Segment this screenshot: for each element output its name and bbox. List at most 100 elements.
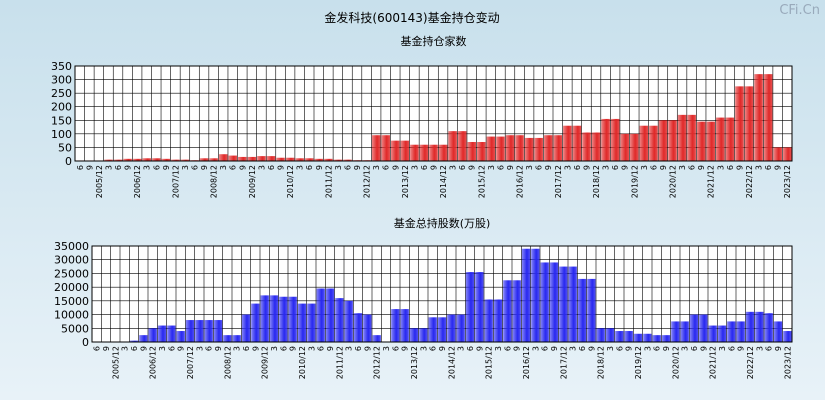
x-tick-label: 6 xyxy=(343,165,352,170)
bar xyxy=(727,321,736,342)
x-tick-label: 9 xyxy=(506,165,515,170)
bar xyxy=(610,118,620,161)
x-tick-label: 6 xyxy=(653,346,662,351)
x-tick-label: 3 xyxy=(345,346,354,351)
bar xyxy=(335,298,344,342)
bar xyxy=(195,320,204,342)
bar xyxy=(438,144,448,161)
bar xyxy=(572,125,582,161)
bar xyxy=(344,300,353,342)
x-tick-label: 2021/12 xyxy=(707,165,716,198)
bar xyxy=(391,309,400,342)
bar xyxy=(505,135,515,161)
x-tick-label: 3 xyxy=(569,346,578,351)
bar xyxy=(129,340,139,342)
bar xyxy=(708,325,717,342)
bar xyxy=(475,272,484,342)
bar xyxy=(652,335,661,342)
bar xyxy=(353,313,363,342)
x-tick-label: 9 xyxy=(438,346,447,351)
x-tick-label: 9 xyxy=(277,165,286,170)
y-tick-label: 0 xyxy=(65,155,72,168)
bar xyxy=(661,335,671,342)
bar xyxy=(288,296,297,342)
bar xyxy=(266,156,276,161)
bar xyxy=(582,132,591,161)
y-tick-label: 20000 xyxy=(54,281,89,294)
x-tick-label: 6 xyxy=(649,165,658,170)
x-tick-label: 6 xyxy=(726,165,735,170)
watermark: CFi.Cn xyxy=(779,3,820,18)
x-tick-label: 3 xyxy=(195,346,204,351)
x-tick-label: 3 xyxy=(678,165,687,170)
x-tick-label: 9 xyxy=(200,165,209,170)
x-tick-label: 3 xyxy=(257,165,266,170)
x-tick-label: 3 xyxy=(270,346,279,351)
y-tick-label: 25000 xyxy=(54,267,89,280)
x-tick-label: 3 xyxy=(681,346,690,351)
bar xyxy=(419,328,428,342)
y-tick-label: 250 xyxy=(51,87,72,100)
x-tick-label: 9 xyxy=(391,165,400,170)
x-tick-label: 2022/12 xyxy=(746,346,755,379)
bar xyxy=(185,320,195,342)
x-tick-label: 2009/12 xyxy=(248,165,257,198)
bar xyxy=(457,131,467,161)
bar xyxy=(113,159,123,161)
x-tick-label: 9 xyxy=(353,165,362,170)
x-tick-label: 6 xyxy=(130,346,139,351)
plot-border xyxy=(74,65,793,162)
x-tick-label: 9 xyxy=(251,346,260,351)
bar xyxy=(783,331,792,342)
x-tick-label: 6 xyxy=(466,346,475,351)
x-tick-label: 9 xyxy=(697,165,706,170)
x-tick-label: 6 xyxy=(152,165,161,170)
x-tick-label: 3 xyxy=(487,165,496,170)
x-tick-label: 9 xyxy=(737,346,746,351)
bar xyxy=(218,154,228,161)
x-tick-label: 2020/12 xyxy=(671,346,680,379)
chart-title: 基金总持股数(万股) xyxy=(394,216,491,230)
x-tick-label: 3 xyxy=(181,165,190,170)
bar xyxy=(429,144,438,161)
x-tick-label: 6 xyxy=(503,346,512,351)
x-tick-label: 3 xyxy=(121,346,130,351)
x-tick-label: 6 xyxy=(765,346,774,351)
y-tick-label: 300 xyxy=(51,74,72,87)
x-tick-label: 3 xyxy=(718,346,727,351)
bar xyxy=(735,86,744,161)
x-tick-label: 9 xyxy=(513,346,522,351)
x-tick-label: 2010/12 xyxy=(298,346,307,379)
x-tick-label: 2014/12 xyxy=(439,165,448,198)
bar xyxy=(620,133,630,161)
bar xyxy=(531,248,540,342)
x-tick-label: 6 xyxy=(764,165,773,170)
x-tick-label: 6 xyxy=(535,165,544,170)
x-tick-label: 2006/12 xyxy=(149,346,158,379)
bar xyxy=(456,314,465,342)
x-tick-label: 3 xyxy=(602,165,611,170)
x-tick-label: 2005/12 xyxy=(95,165,104,198)
bar xyxy=(624,331,633,342)
x-tick-label: 6 xyxy=(496,165,505,170)
bar xyxy=(633,333,643,342)
bar xyxy=(668,120,677,161)
y-tick-label: 200 xyxy=(51,101,72,114)
y-tick-label: 15000 xyxy=(54,295,89,308)
x-tick-label: 6 xyxy=(391,346,400,351)
x-tick-label: 6 xyxy=(93,346,102,351)
x-tick-label: 6 xyxy=(690,346,699,351)
bar xyxy=(493,299,503,342)
x-tick-label: 2017/12 xyxy=(559,346,568,379)
x-tick-label: 2015/12 xyxy=(485,346,494,379)
x-tick-label: 9 xyxy=(735,165,744,170)
bar xyxy=(176,331,185,342)
x-tick-label: 6 xyxy=(727,346,736,351)
bar xyxy=(649,125,658,161)
bar xyxy=(773,321,783,342)
bar xyxy=(139,335,148,342)
bar xyxy=(543,135,553,161)
chart-title: 基金持仓家数 xyxy=(401,34,467,48)
x-tick-label: 2005/12 xyxy=(111,346,120,379)
x-tick-label: 2009/12 xyxy=(261,346,270,379)
